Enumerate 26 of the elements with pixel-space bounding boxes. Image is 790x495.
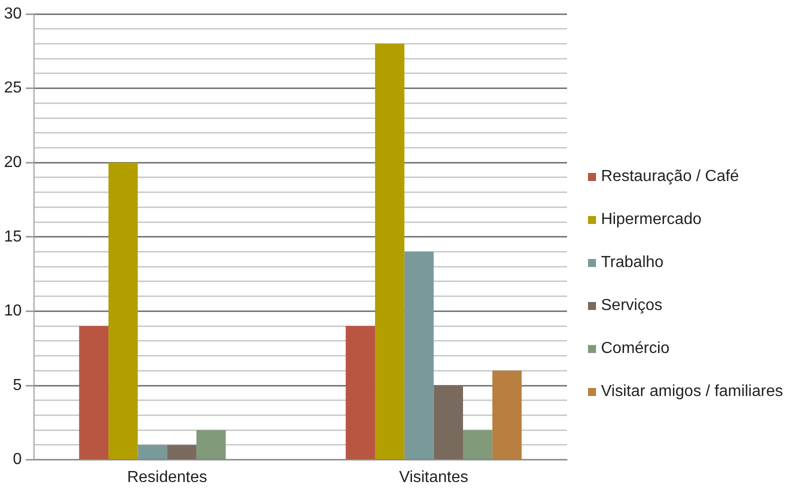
bar: [196, 430, 226, 460]
y-tick-label: 5: [12, 376, 22, 394]
y-tick-label: 15: [4, 228, 22, 246]
legend-label: Restauração / Café: [601, 168, 739, 186]
y-tick-label: 25: [4, 80, 22, 97]
legend-label: Serviços: [601, 297, 662, 315]
y-tick-label: 0: [12, 451, 22, 468]
x-tick-label: Residentes: [127, 468, 208, 486]
bar: [492, 370, 522, 460]
bar: [108, 162, 138, 460]
y-tick-label: 10: [4, 302, 22, 320]
bar: [167, 444, 196, 460]
legend-label: Visitar amigos / familiares: [601, 383, 783, 401]
bar: [79, 326, 108, 460]
bar: [463, 430, 492, 460]
bar: [404, 252, 434, 460]
legend-label: Comércio: [601, 340, 670, 358]
bar: [346, 326, 376, 460]
x-tick-label: Visitantes: [399, 468, 468, 486]
bar: [375, 44, 404, 460]
bar: [138, 444, 168, 460]
legend-label: Hipermercado: [601, 211, 702, 229]
y-tick-label: 30: [4, 5, 22, 22]
y-tick-label: 20: [4, 154, 22, 172]
bar: [434, 386, 464, 460]
legend-label: Trabalho: [601, 254, 664, 272]
